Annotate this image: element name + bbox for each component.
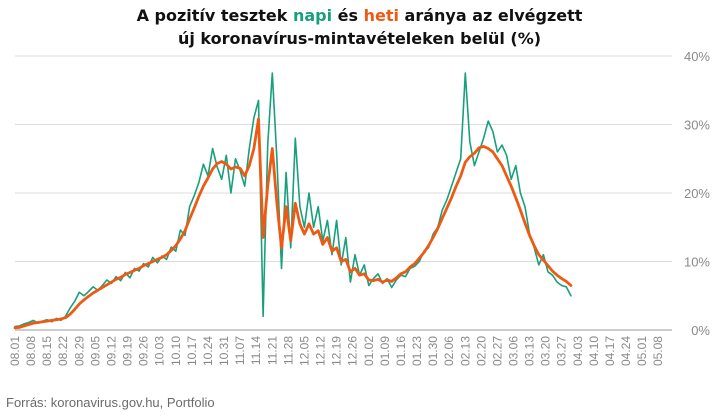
x-tick-label: 08.29 xyxy=(72,336,86,366)
title-text-3: aránya az elvégzett xyxy=(398,6,583,25)
x-tick-label: 12.19 xyxy=(330,336,344,366)
x-tick-label: 05.08 xyxy=(651,336,665,366)
source-note: Forrás: koronavirus.gov.hu, Portfolio xyxy=(6,395,215,410)
x-tick-label: 10.03 xyxy=(153,336,167,366)
x-tick-label: 02.20 xyxy=(474,336,488,366)
title-text-1: A pozitív tesztek xyxy=(136,6,293,25)
x-tick-label: 08.08 xyxy=(24,336,38,366)
x-axis-tick-labels: 08.01 08.08 08.15 08.22 08.29 09.05 09.12 09.19… xyxy=(8,336,665,366)
y-axis-tick-labels: 0% 10% 20% 30% 40% xyxy=(684,49,710,338)
x-tick-label: 03.20 xyxy=(539,336,553,366)
x-tick-label: 01.30 xyxy=(426,336,440,366)
title-heti-word: heti xyxy=(363,6,399,25)
x-tick-label: 12.12 xyxy=(314,336,328,366)
x-tick-label: 09.12 xyxy=(104,336,118,366)
x-tick-label: 10.31 xyxy=(217,336,231,366)
title-text-2: és xyxy=(332,6,364,25)
x-tick-label: 08.22 xyxy=(56,336,70,366)
x-tick-label: 04.10 xyxy=(587,336,601,366)
x-tick-label: 04.24 xyxy=(619,336,633,366)
chart-title-line-2: új koronavírus-mintavételeken belül (%) xyxy=(177,29,542,48)
y-tick-label: 10% xyxy=(684,255,710,270)
x-tick-label: 11.07 xyxy=(233,336,247,365)
x-tick-label: 02.13 xyxy=(458,336,472,366)
y-tick-label: 30% xyxy=(684,118,710,133)
x-tick-label: 09.26 xyxy=(137,336,151,366)
y-tick-label: 0% xyxy=(691,323,710,338)
x-tick-label: 03.13 xyxy=(523,336,537,366)
x-tick-label: 09.19 xyxy=(121,336,135,366)
x-tick-label: 04.17 xyxy=(603,336,617,366)
x-tick-label: 11.21 xyxy=(265,336,279,365)
x-tick-label: 08.01 xyxy=(8,336,22,366)
x-tick-label: 10.17 xyxy=(185,336,199,366)
series-line-napi xyxy=(14,72,572,328)
x-tick-label: 10.10 xyxy=(169,336,183,366)
chart-title: A pozitív tesztek napi és heti aránya az… xyxy=(0,4,719,50)
x-tick-label: 12.05 xyxy=(297,336,311,366)
x-tick-label: 02.06 xyxy=(442,336,456,366)
x-tick-label: 11.14 xyxy=(249,336,263,365)
x-tick-label: 01.23 xyxy=(410,336,424,366)
chart-title-line-1: A pozitív tesztek napi és heti aránya az… xyxy=(0,4,719,27)
x-tick-label: 08.15 xyxy=(40,336,54,366)
x-tick-label: 03.06 xyxy=(506,336,520,366)
x-tick-label: 11.28 xyxy=(281,336,295,365)
x-tick-label: 01.16 xyxy=(394,336,408,366)
x-tick-label: 01.02 xyxy=(362,336,376,366)
title-napi-word: napi xyxy=(292,6,333,25)
series-lines xyxy=(13,72,573,330)
x-tick-label: 01.09 xyxy=(378,336,392,366)
x-tick-label: 04.03 xyxy=(571,336,585,366)
x-tick-label: 05.01 xyxy=(635,336,649,366)
y-tick-label: 20% xyxy=(684,186,710,201)
x-tick-label: 12.26 xyxy=(346,336,360,366)
x-tick-label: 10.24 xyxy=(201,336,215,366)
x-tick-label: 03.27 xyxy=(555,336,569,366)
series-line-heti xyxy=(13,117,573,330)
gridlines xyxy=(15,55,672,331)
x-tick-label: 09.05 xyxy=(88,336,102,366)
x-tick-label: 02.27 xyxy=(490,336,504,366)
y-tick-label: 40% xyxy=(684,49,710,64)
